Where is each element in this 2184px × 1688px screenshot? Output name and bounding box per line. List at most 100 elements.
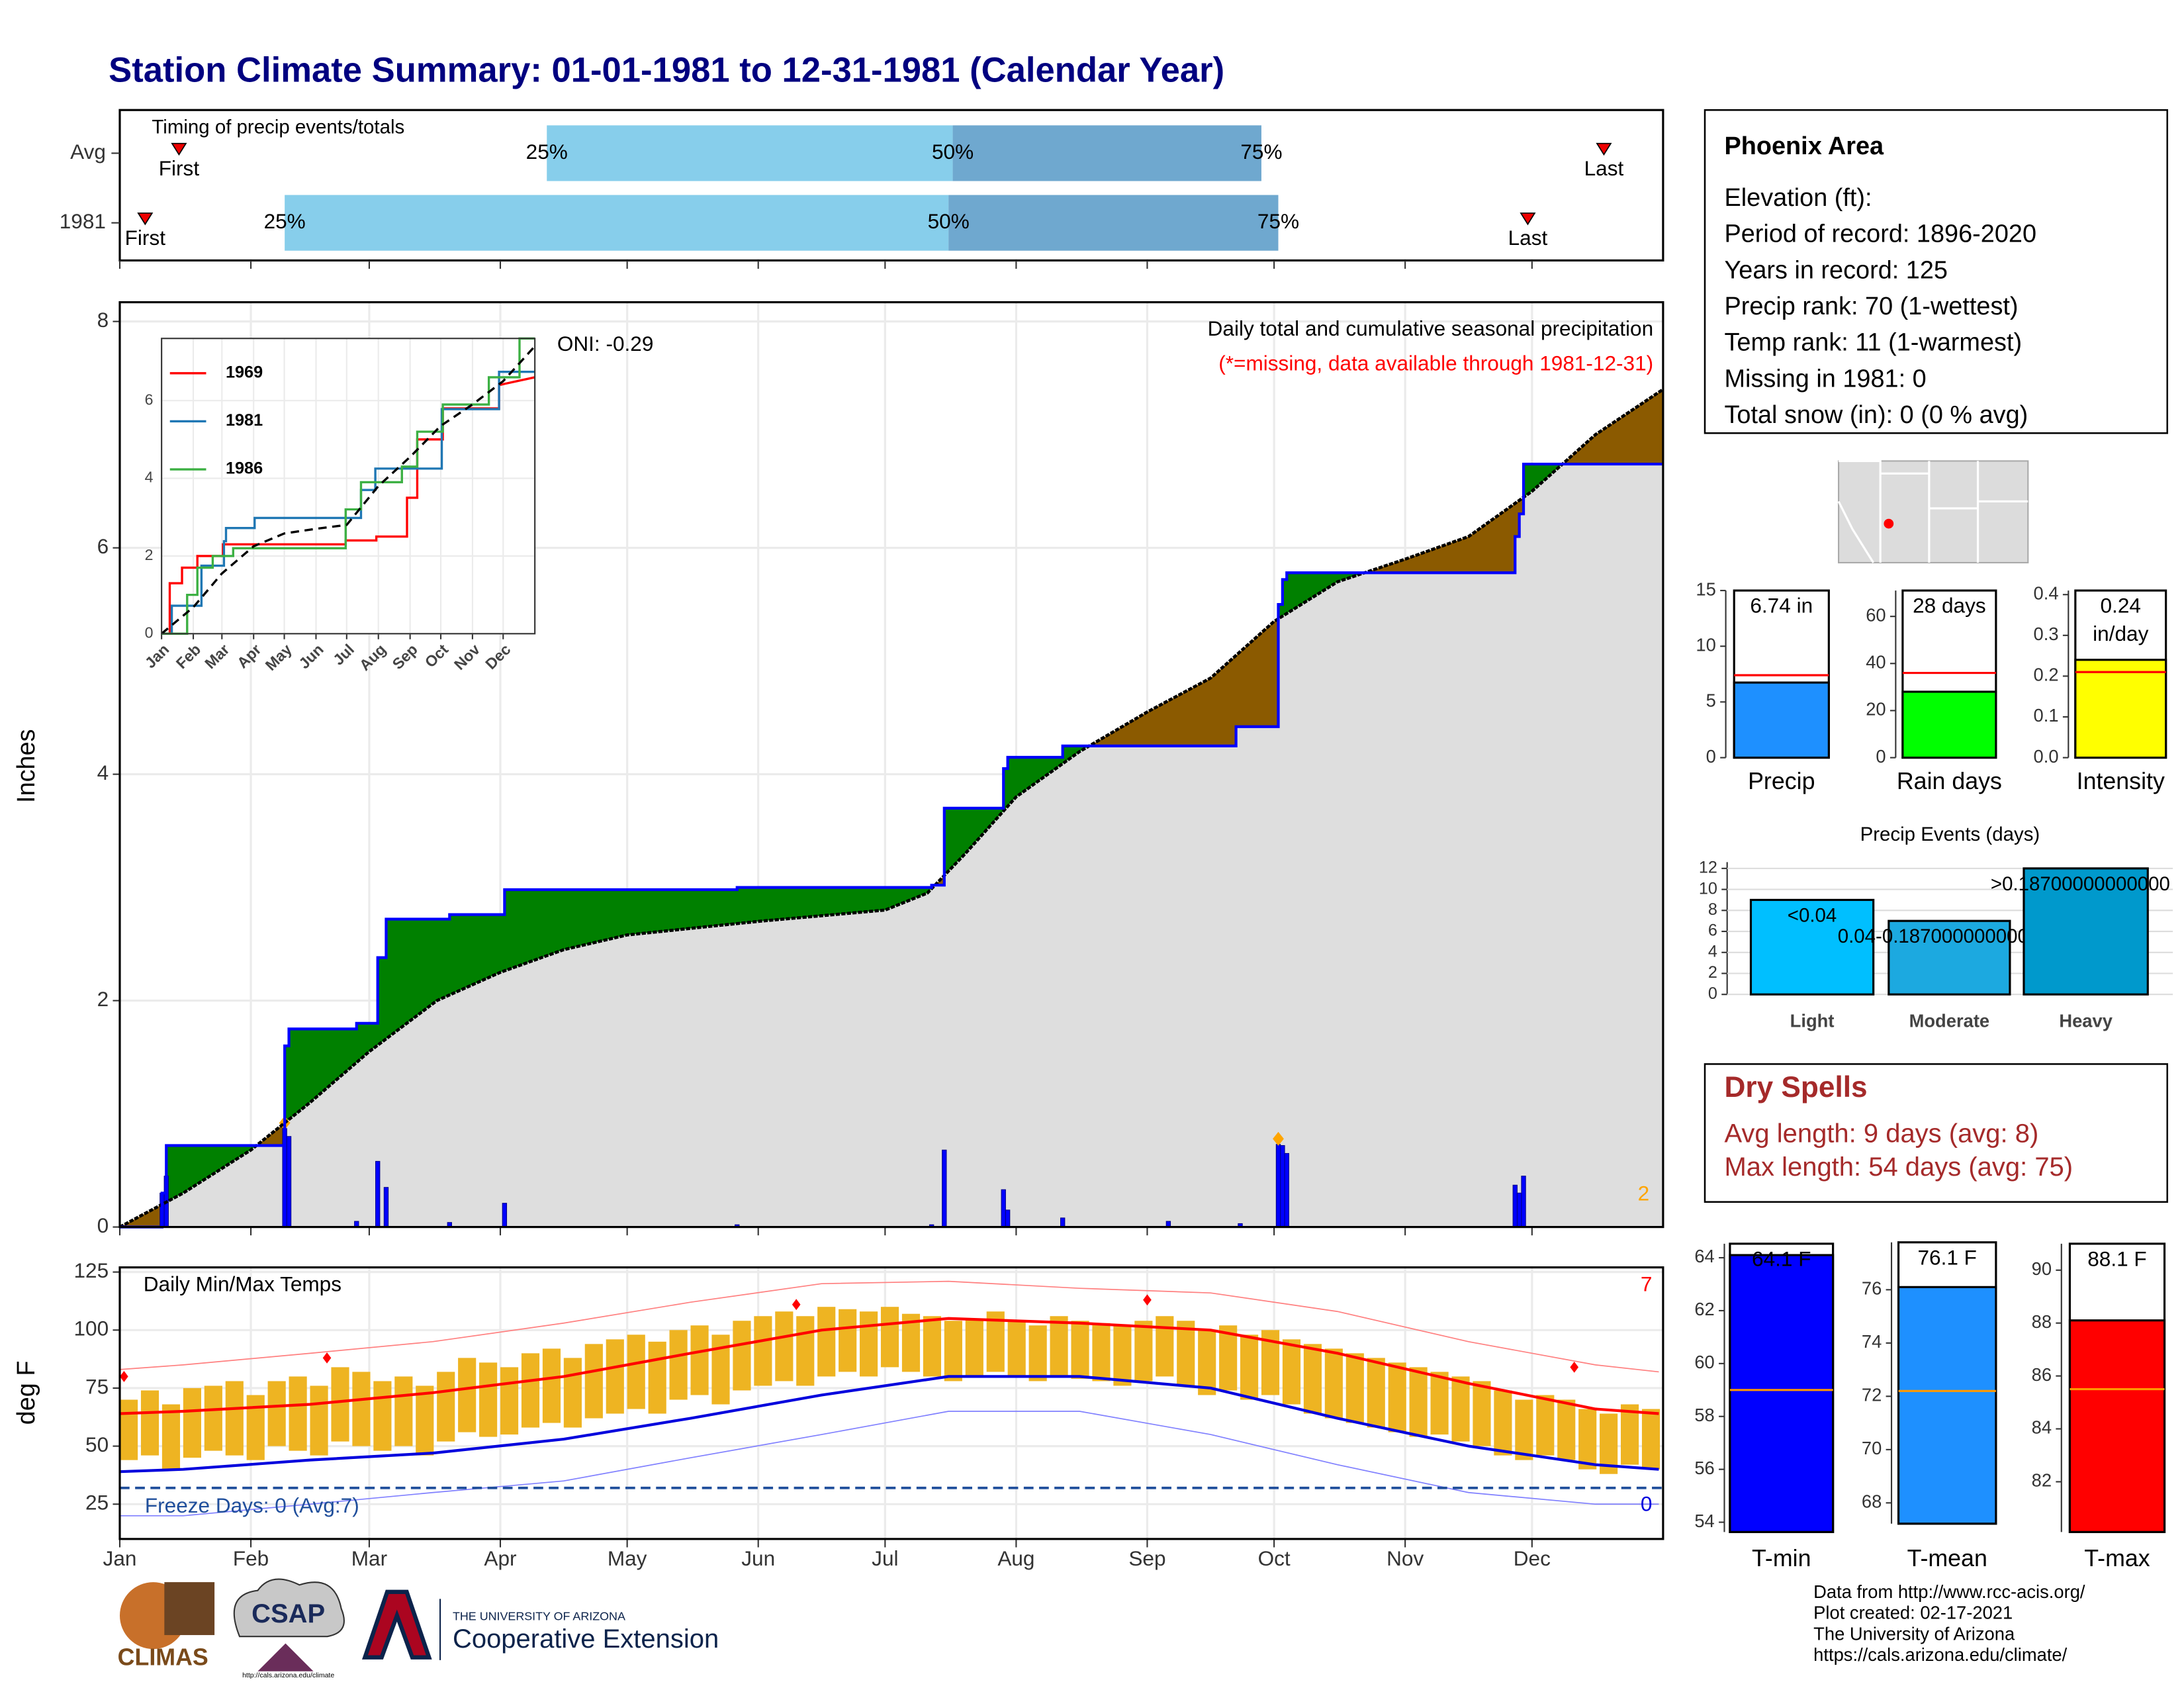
daily-temp-bar	[1430, 1372, 1449, 1435]
dry-spell-line: Avg length: 9 days (avg: 8)	[1724, 1119, 2038, 1148]
daily-temp-bar	[690, 1325, 709, 1395]
daily-temp-bar	[1198, 1330, 1216, 1395]
daily-temp-bar	[500, 1367, 519, 1435]
value-label-box: 64.1 F	[1752, 1248, 1811, 1272]
info-line: Missing in 1981: 0	[1724, 365, 1926, 393]
y-axis-title: deg F	[13, 1361, 40, 1425]
y-axis-title: Inches	[13, 729, 40, 803]
chart-title: Precip Events (days)	[1860, 823, 2040, 845]
bar	[2068, 1319, 2166, 1533]
daily-temp-bar	[1240, 1335, 1259, 1400]
legend-label: 1969	[226, 363, 263, 382]
page-title: Station Climate Summary: 01-01-1981 to 1…	[109, 50, 1224, 89]
chart-subtitle: Daily total and cumulative seasonal prec…	[1208, 316, 1653, 340]
y-tick-label: 12	[1699, 859, 1717, 877]
x-tick-label: Jun	[741, 1546, 775, 1570]
daily-precip-bar	[1005, 1209, 1011, 1228]
value-label: 64.1 F	[1752, 1248, 1811, 1272]
x-tick-label: Jan	[103, 1546, 137, 1570]
bar	[1897, 1286, 1997, 1525]
value-label: 88.1 F	[2087, 1248, 2147, 1272]
daily-temp-bar	[923, 1316, 942, 1377]
y-tick-label: 64	[1694, 1246, 1714, 1266]
x-tick-label: Heavy	[2059, 1011, 2113, 1031]
x-tick-label: Precip	[1748, 768, 1815, 794]
daily-precip-bar	[502, 1203, 508, 1228]
daily-temp-bar	[373, 1381, 392, 1451]
daily-temp-bar	[1156, 1316, 1174, 1377]
value-label-box: 76.1 F	[1917, 1246, 1977, 1270]
y-tick-label: 90	[2032, 1258, 2052, 1279]
daily-temp-bar	[1515, 1399, 1533, 1460]
state-borders	[1837, 459, 2028, 563]
timing-bar-early	[547, 125, 953, 181]
x-tick-label: Moderate	[1909, 1011, 1990, 1031]
quantile-label: 25%	[526, 140, 568, 164]
daily-temp-bar	[521, 1353, 540, 1428]
x-tick-label: Dec	[1514, 1546, 1551, 1570]
daily-temp-bar	[1620, 1404, 1639, 1465]
y-tick-label: 2	[145, 546, 154, 563]
y-tick-label: 0.0	[2034, 746, 2059, 767]
inset-average	[161, 345, 536, 635]
y-tick-label: 70	[1862, 1438, 1882, 1458]
daily-temp-bar	[1536, 1395, 1555, 1456]
x-tick-label: T-max	[2084, 1545, 2150, 1571]
event-marker	[137, 212, 154, 226]
daily-precip-bar	[1521, 1176, 1526, 1228]
y-tick-label: 4	[1708, 942, 1717, 961]
university-name: THE UNIVERSITY OF ARIZONA	[453, 1609, 625, 1622]
event-label: Last	[1508, 226, 1548, 250]
legend-label: 1981	[226, 411, 263, 430]
info-line: Precip rank: 70 (1-wettest)	[1724, 293, 2018, 320]
bar	[1729, 1254, 1835, 1533]
bar	[1888, 919, 2011, 996]
daily-precip-bar	[383, 1187, 389, 1228]
y-tick-label: 0	[1706, 746, 1716, 767]
bar	[1749, 898, 1875, 996]
daily-temp-bar	[1409, 1367, 1428, 1437]
y-tick-label: 2	[97, 987, 109, 1011]
normal-area	[119, 464, 1663, 1227]
event-marker	[1596, 142, 1612, 156]
daily-temp-bar	[289, 1376, 307, 1451]
daily-temp-bar	[183, 1387, 201, 1458]
normal-min-line	[119, 1375, 1659, 1474]
y-tick-label: 84	[2032, 1417, 2052, 1438]
y-tick-label: 72	[1862, 1385, 1882, 1405]
csap-logo-text: CSAP	[251, 1599, 325, 1628]
x-tick-label: Intensity	[2077, 768, 2165, 794]
x-tick-label: T-min	[1752, 1545, 1811, 1571]
daily-temp-bar	[352, 1372, 371, 1446]
x-tick-label: Light	[1790, 1011, 1835, 1031]
arizona-a	[361, 1589, 432, 1660]
daily-temp-bar	[1451, 1376, 1470, 1442]
plot-frame	[118, 1266, 1664, 1540]
value-label: 76.1 F	[1917, 1246, 1977, 1270]
daily-temp-bar	[458, 1358, 477, 1432]
extreme-marker	[1273, 1131, 1284, 1146]
locator-map	[1837, 459, 2029, 564]
footer-line: Plot created: 02-17-2021	[1813, 1603, 2013, 1623]
info-line: Elevation (ft):	[1724, 184, 1872, 212]
y-tick-label: 4	[145, 469, 154, 486]
daily-temp-bar	[965, 1318, 983, 1377]
event-label: Last	[1584, 156, 1624, 180]
daily-temp-bar	[1303, 1344, 1322, 1414]
value-label: 28 days	[1913, 594, 1986, 619]
daily-temp-bar	[584, 1344, 603, 1419]
extension-name: Cooperative Extension	[453, 1624, 719, 1654]
climas-emblem-block	[164, 1582, 215, 1636]
daily-temp-bar	[204, 1385, 222, 1451]
bar-label: <0.04	[1788, 904, 1837, 926]
dry-spells-box	[1704, 1063, 2169, 1203]
daily-temp-bar	[733, 1321, 751, 1391]
timing-title: Timing of precip events/totals	[152, 116, 404, 138]
y-tick-label: 0.2	[2034, 665, 2059, 685]
daily-precip-bar	[942, 1149, 947, 1228]
y-tick-label: 82	[2032, 1470, 2052, 1491]
y-tick-label: 0.1	[2034, 705, 2059, 726]
y-tick-label: 8	[1708, 900, 1717, 919]
daily-precip-bar	[1001, 1189, 1006, 1228]
